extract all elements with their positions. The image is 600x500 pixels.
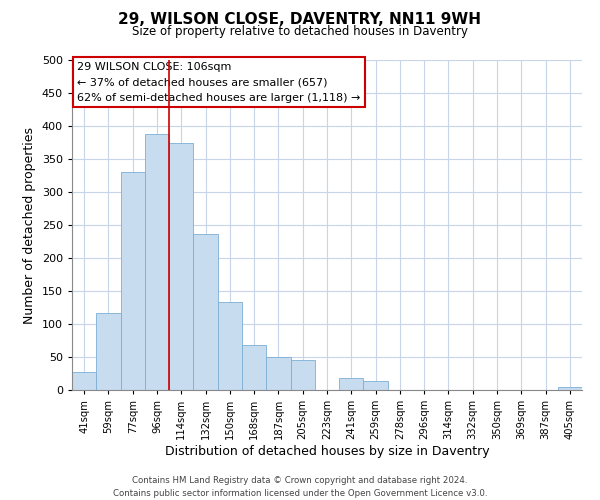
Bar <box>121 172 145 390</box>
Bar <box>193 234 218 390</box>
Y-axis label: Number of detached properties: Number of detached properties <box>23 126 36 324</box>
Bar <box>96 314 121 390</box>
Text: Size of property relative to detached houses in Daventry: Size of property relative to detached ho… <box>132 25 468 38</box>
Bar <box>558 386 582 390</box>
Text: 29 WILSON CLOSE: 106sqm
← 37% of detached houses are smaller (657)
62% of semi-d: 29 WILSON CLOSE: 106sqm ← 37% of detache… <box>77 62 361 103</box>
Bar <box>266 357 290 390</box>
Bar <box>339 378 364 390</box>
Bar <box>290 360 315 390</box>
Bar <box>364 382 388 390</box>
X-axis label: Distribution of detached houses by size in Daventry: Distribution of detached houses by size … <box>164 445 490 458</box>
Bar <box>145 134 169 390</box>
Bar <box>242 345 266 390</box>
Text: Contains HM Land Registry data © Crown copyright and database right 2024.
Contai: Contains HM Land Registry data © Crown c… <box>113 476 487 498</box>
Text: 29, WILSON CLOSE, DAVENTRY, NN11 9WH: 29, WILSON CLOSE, DAVENTRY, NN11 9WH <box>119 12 482 28</box>
Bar <box>169 142 193 390</box>
Bar <box>72 372 96 390</box>
Bar <box>218 302 242 390</box>
